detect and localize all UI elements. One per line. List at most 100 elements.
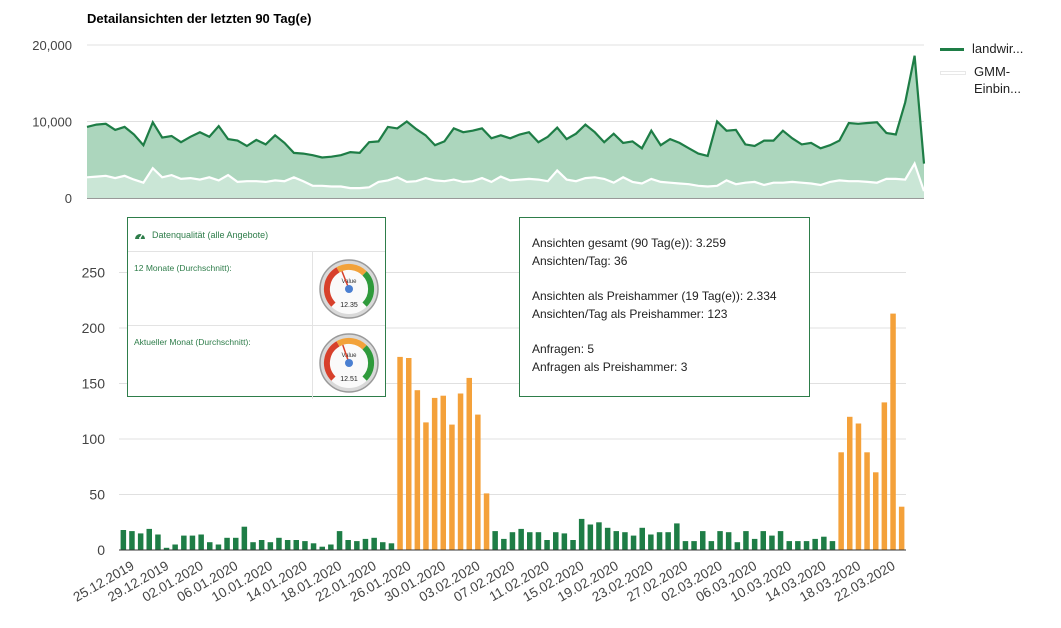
bar [527, 532, 533, 550]
y-tick-label: 0 [97, 542, 105, 558]
bar-preishammer [483, 493, 490, 550]
y-tick-label: 0 [65, 191, 72, 206]
legend-item-gmm[interactable]: GMM-Einbin... [940, 63, 1055, 97]
bar-preishammer [466, 377, 472, 550]
stat-inquiries: Anfragen: 5 [532, 342, 595, 356]
data-quality-title: Datenqualität (alle Angebote) [152, 229, 269, 240]
bar [777, 531, 784, 550]
bar [604, 527, 611, 550]
gauge-red-zone [323, 340, 340, 381]
quality-label: Aktueller Monat (Durchschnitt): [134, 337, 251, 347]
bar [137, 533, 144, 550]
bar [336, 531, 343, 550]
legend-label: landwir... [972, 41, 1024, 56]
bar [302, 541, 308, 550]
bar [250, 542, 256, 550]
bar [682, 541, 689, 550]
bar [215, 544, 222, 550]
bar-preishammer [864, 452, 870, 550]
bar [674, 523, 680, 550]
bar [241, 526, 248, 550]
bar [821, 536, 827, 550]
bar [665, 532, 671, 550]
top-area-chart: 0 10,000 20,000 [32, 38, 926, 206]
gauge-hub [345, 358, 353, 367]
bar [146, 528, 152, 550]
bar-preishammer [397, 356, 403, 550]
bar [509, 532, 516, 550]
bar [518, 528, 524, 550]
y-tick-label: 100 [82, 431, 106, 447]
bar [743, 531, 749, 550]
y-tick-label: 250 [82, 265, 106, 281]
series-line-landwirtschaft [86, 55, 926, 164]
bar-preishammer [440, 395, 446, 550]
gauge-green-zone [362, 344, 375, 381]
bar [648, 534, 654, 550]
bar [198, 534, 204, 550]
gauge-cell: Value 12.35 [312, 252, 385, 325]
gauge-value: 12.35 [340, 302, 358, 309]
series-line-gmm [86, 160, 926, 192]
legend-swatch-green [940, 48, 964, 51]
legend-item-landwirtschaft[interactable]: landwir... [940, 40, 1055, 57]
bar [172, 544, 178, 550]
stat-preishammer-inquiries: Anfragen als Preishammer: 3 [532, 359, 688, 374]
bar [155, 534, 161, 550]
gauge-green-zone [362, 270, 375, 307]
bar [501, 538, 507, 550]
quality-row-current-month: Aktueller Monat (Durchschnitt): Value 12.… [128, 326, 385, 399]
bar [388, 543, 395, 550]
statistics-tooltip: Ansichten gesamt (90 Tag(e)): 3.259 Ansi… [519, 217, 810, 397]
bar [553, 532, 559, 550]
bar [630, 535, 637, 550]
bar-preishammer [898, 506, 905, 550]
legend-swatch-white [940, 71, 966, 75]
bar-preishammer [406, 358, 412, 550]
stat-preishammer-views-per-day: Ansichten/Tag als Preishammer: 123 [532, 306, 728, 321]
bar [163, 547, 170, 550]
bar [751, 538, 758, 550]
bar [829, 541, 836, 550]
chart-legend: landwir... GMM-Einbin... [940, 40, 1055, 103]
bar [717, 531, 723, 550]
bar [380, 542, 386, 550]
bar-preishammer [449, 424, 455, 550]
bar [700, 531, 706, 550]
bar [258, 540, 265, 550]
stat-views-per-day: Ansichten/Tag: 36 [532, 253, 628, 268]
bar [535, 532, 542, 550]
stat-preishammer-views: Ansichten als Preishammer (19 Tag(e)): 2… [532, 289, 777, 303]
y-tick-label: 20,000 [32, 38, 72, 53]
bar [760, 531, 766, 550]
bar-preishammer [475, 414, 481, 550]
bar [587, 524, 594, 550]
gauge-caption: Value [342, 279, 358, 285]
bar [284, 540, 291, 550]
gauge-hub [345, 284, 353, 293]
quality-row-12-months: 12 Monate (Durchschnitt): Value 12.35 [128, 252, 385, 326]
bar [233, 537, 239, 550]
y-tick-label: 10,000 [32, 115, 72, 130]
y-tick-label: 50 [89, 487, 105, 503]
bar-preishammer [423, 422, 429, 550]
bar [795, 541, 801, 550]
bar [207, 542, 213, 550]
bar-preishammer [457, 393, 464, 550]
bar-preishammer [855, 423, 862, 550]
bar [734, 542, 741, 550]
bar [362, 538, 369, 550]
bar [725, 532, 732, 550]
bar [371, 537, 377, 550]
bar [319, 546, 325, 550]
bar [310, 543, 317, 550]
bar [120, 530, 127, 550]
bar [267, 542, 274, 550]
legend-label: GMM-Einbin... [974, 64, 1021, 96]
bar [803, 541, 810, 550]
data-quality-panel: Datenqualität (alle Angebote) 12 Monate … [127, 217, 386, 399]
gauge-red-zone [323, 266, 340, 307]
bar [812, 538, 818, 550]
bar [224, 537, 230, 550]
bar [293, 540, 299, 550]
